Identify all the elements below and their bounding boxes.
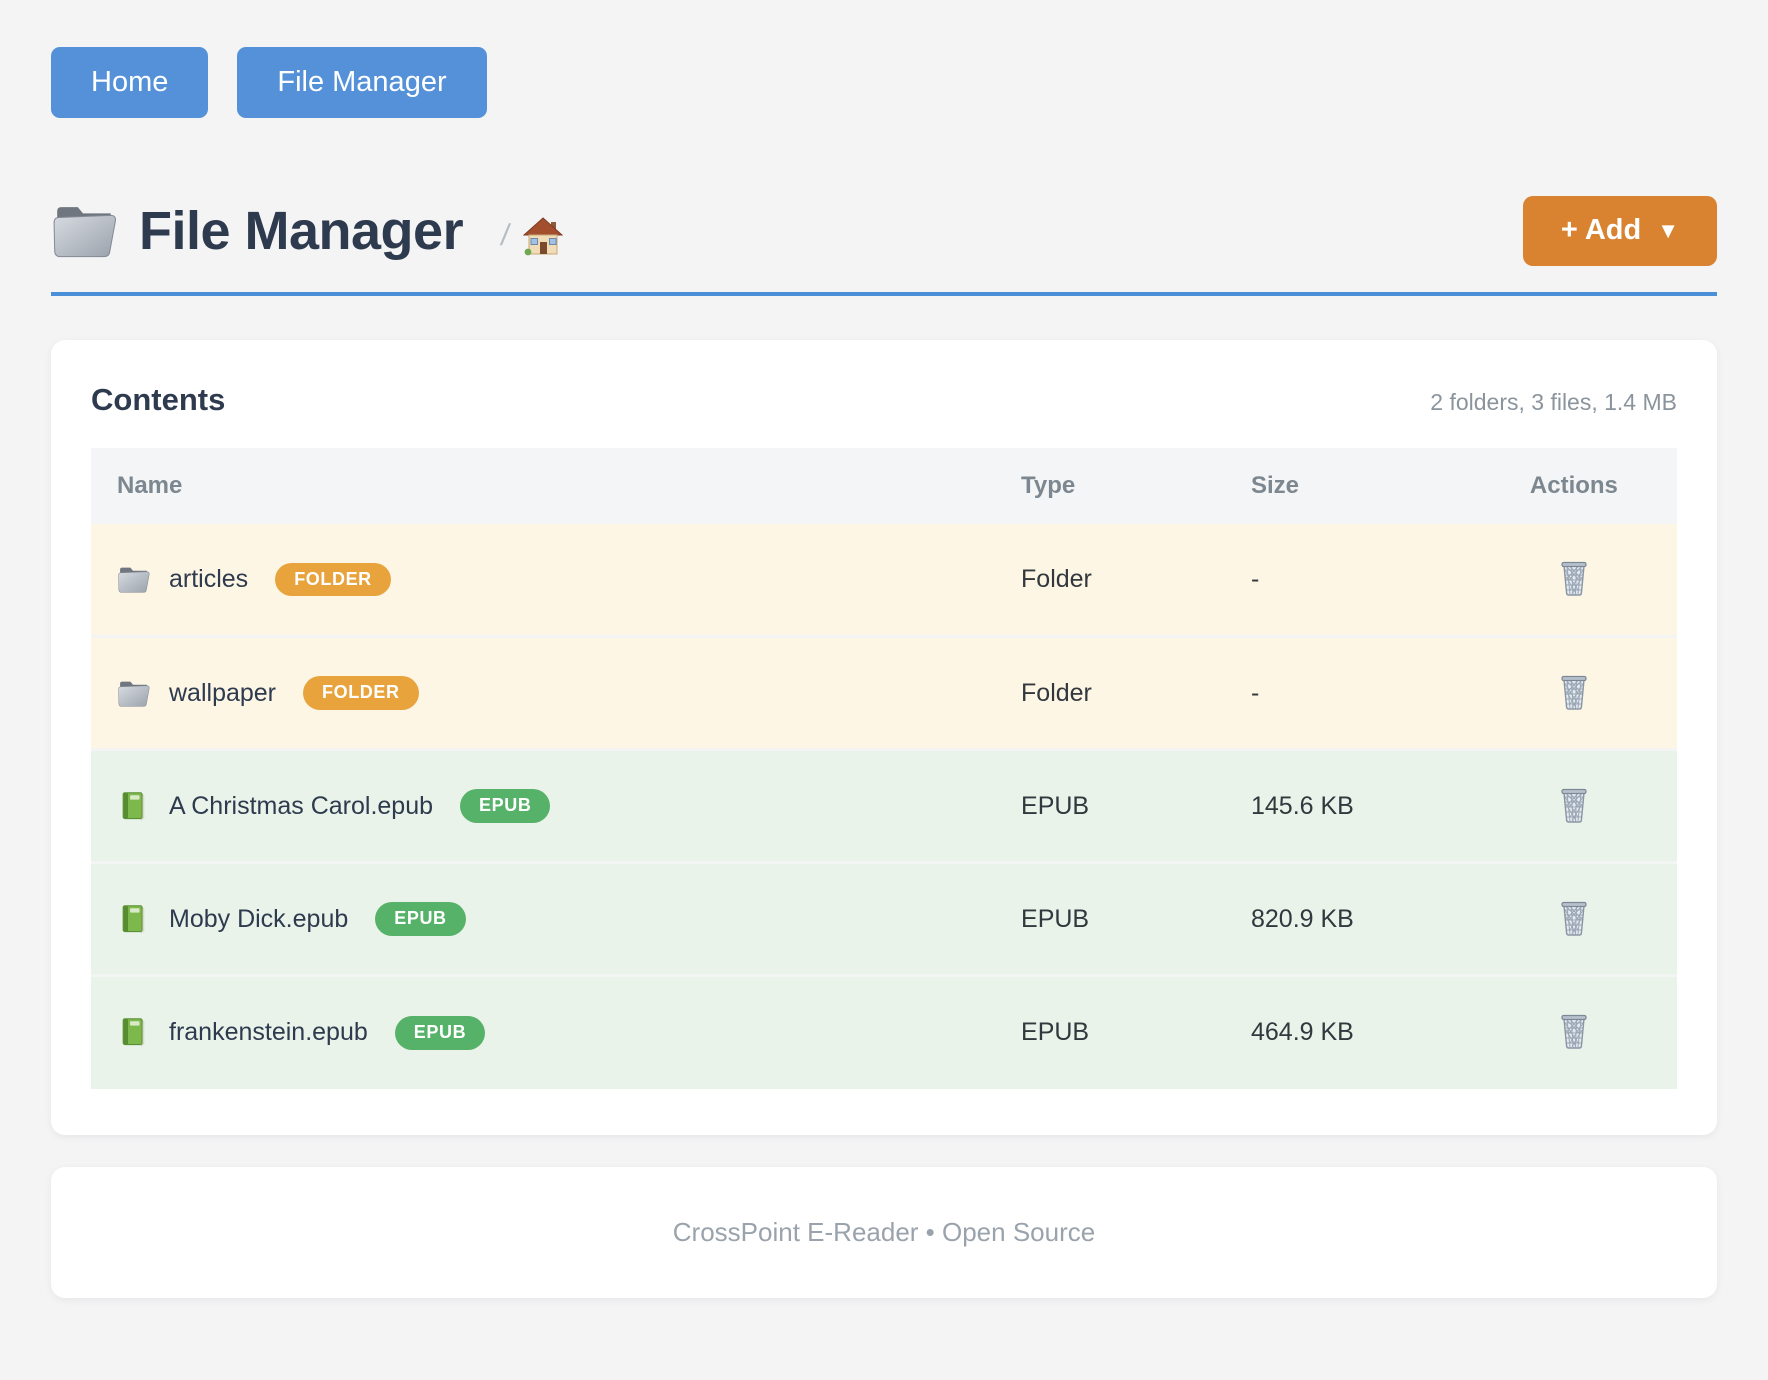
delete-button[interactable] [1555, 1008, 1593, 1052]
footer-text: CrossPoint E-Reader • Open Source [672, 1216, 1096, 1247]
trash-icon [1557, 1010, 1591, 1050]
column-header-size: Size [1224, 447, 1471, 524]
table-row: articles FOLDER Folder - [91, 523, 1677, 637]
type-cell: EPUB [1021, 791, 1090, 820]
file-name[interactable]: wallpaper [169, 678, 277, 707]
delete-button[interactable] [1555, 669, 1593, 713]
title-underline [51, 291, 1717, 296]
house-icon[interactable] [523, 216, 563, 256]
breadcrumb-separator: / [498, 218, 512, 252]
breadcrumb: Home File Manager [51, 47, 1717, 118]
column-header-type: Type [995, 447, 1225, 524]
size-cell: 145.6 KB [1250, 791, 1354, 820]
contents-card: Contents 2 folders, 3 files, 1.4 MB Name… [51, 339, 1717, 1135]
column-header-actions: Actions [1470, 447, 1677, 524]
file-name[interactable]: A Christmas Carol.epub [169, 791, 434, 820]
book-icon [117, 904, 150, 935]
size-cell: - [1250, 564, 1260, 593]
trash-icon [1557, 671, 1591, 711]
folder-icon [51, 202, 117, 260]
page-header: File Manager / + Add ▼ [51, 195, 1717, 266]
type-badge: EPUB [375, 902, 466, 937]
type-badge: FOLDER [275, 562, 391, 597]
delete-button[interactable] [1555, 895, 1593, 939]
type-cell: EPUB [1021, 1018, 1090, 1047]
add-button-label: + Add [1560, 213, 1642, 246]
table-row: Moby Dick.epub EPUB EPUB 820.9 KB [91, 862, 1677, 976]
file-name[interactable]: Moby Dick.epub [169, 904, 349, 933]
contents-summary: 2 folders, 3 files, 1.4 MB [1430, 388, 1677, 415]
trash-icon [1557, 557, 1591, 597]
type-badge: EPUB [460, 789, 551, 824]
type-badge: FOLDER [303, 676, 419, 711]
breadcrumb-path: / [498, 216, 563, 256]
delete-button[interactable] [1555, 555, 1593, 599]
page-title: File Manager [139, 200, 464, 261]
card-title: Contents [91, 381, 226, 417]
trash-icon [1557, 897, 1591, 937]
chevron-down-icon: ▼ [1657, 217, 1679, 243]
book-icon [117, 1017, 150, 1048]
type-cell: EPUB [1021, 904, 1090, 933]
footer-card: CrossPoint E-Reader • Open Source [51, 1166, 1717, 1298]
size-cell: 820.9 KB [1250, 904, 1354, 933]
file-name[interactable]: frankenstein.epub [169, 1018, 368, 1047]
table-header-row: Name Type Size Actions [91, 447, 1677, 524]
type-badge: EPUB [394, 1016, 486, 1050]
nav-home-button[interactable]: Home [51, 47, 209, 118]
file-name[interactable]: articles [169, 564, 249, 593]
delete-button[interactable] [1555, 782, 1593, 826]
table-row: wallpaper FOLDER Folder - [91, 636, 1677, 750]
book-icon [117, 791, 150, 822]
size-cell: - [1250, 678, 1260, 707]
size-cell: 464.9 KB [1250, 1018, 1354, 1047]
folder-icon [117, 564, 150, 595]
type-cell: Folder [1021, 564, 1092, 593]
table-row: A Christmas Carol.epub EPUB EPUB 145.6 K… [91, 749, 1677, 863]
column-header-name: Name [91, 447, 996, 524]
nav-file-manager-button[interactable]: File Manager [237, 47, 487, 118]
trash-icon [1557, 784, 1591, 824]
table-row: frankenstein.epub EPUB EPUB 464.9 KB [91, 975, 1677, 1089]
folder-icon [117, 678, 150, 709]
file-table: Name Type Size Actions articles FOLDER F… [91, 447, 1677, 1089]
type-cell: Folder [1021, 678, 1092, 707]
page: Home File Manager File Manager / + Add ▼… [51, 47, 1717, 1298]
add-button[interactable]: + Add ▼ [1522, 195, 1717, 266]
